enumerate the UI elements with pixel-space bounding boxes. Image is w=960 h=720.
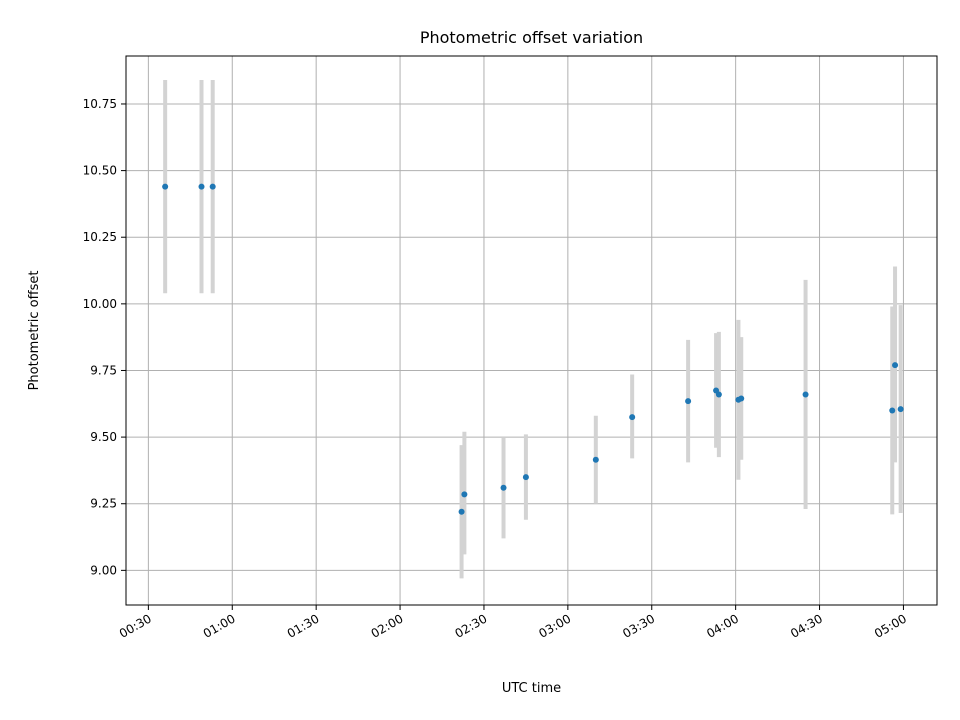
- data-point: [897, 406, 904, 413]
- x-tick-label: 03:00: [536, 611, 573, 640]
- x-tick-label: 00:30: [117, 611, 154, 640]
- y-tick-label: 10.00: [83, 297, 117, 311]
- data-point: [738, 395, 745, 402]
- data-point: [892, 362, 899, 369]
- x-axis-ticks: 00:30 01:00 01:30 02:00 02:30 03:00 03:30 04:00…: [117, 605, 909, 641]
- y-tick-label: 9.25: [90, 497, 117, 511]
- plot-frame: [125, 55, 938, 606]
- data-point: [209, 183, 216, 190]
- x-tick-label: 05:00: [872, 611, 909, 640]
- data-point: [889, 407, 896, 414]
- data-point: [715, 391, 722, 398]
- chart-title: Photometric offset variation: [420, 28, 643, 47]
- x-axis-label: UTC time: [502, 681, 561, 696]
- data-point: [198, 183, 205, 190]
- y-tick-label: 9.75: [90, 363, 117, 377]
- data-points: [162, 183, 904, 515]
- data-point: [162, 183, 169, 190]
- x-tick-label: 02:00: [369, 611, 406, 640]
- data-point: [802, 391, 809, 398]
- x-tick-label: 04:30: [788, 611, 825, 640]
- data-point: [458, 508, 465, 515]
- data-point: [685, 398, 692, 405]
- y-tick-label: 10.50: [83, 164, 117, 178]
- data-point: [522, 474, 529, 481]
- y-tick-label: 10.25: [83, 230, 117, 244]
- y-tick-label: 10.75: [83, 97, 117, 111]
- grid-lines: [126, 56, 937, 605]
- y-axis-ticks: 9.00 9.25 9.50 9.75 10.00 10.25 10.50 10.75: [83, 97, 126, 577]
- y-axis-label: Photometric offset: [27, 271, 42, 391]
- y-tick-label: 9.50: [90, 430, 117, 444]
- data-point: [629, 414, 636, 421]
- data-point: [500, 484, 507, 491]
- x-tick-label: 01:30: [285, 611, 322, 640]
- data-point: [461, 491, 468, 498]
- data-point: [592, 456, 599, 463]
- x-tick-label: 01:00: [201, 611, 238, 640]
- x-tick-label: 02:30: [452, 611, 489, 640]
- y-tick-label: 9.00: [90, 563, 117, 577]
- x-tick-label: 04:00: [704, 611, 741, 640]
- x-tick-label: 03:30: [620, 611, 657, 640]
